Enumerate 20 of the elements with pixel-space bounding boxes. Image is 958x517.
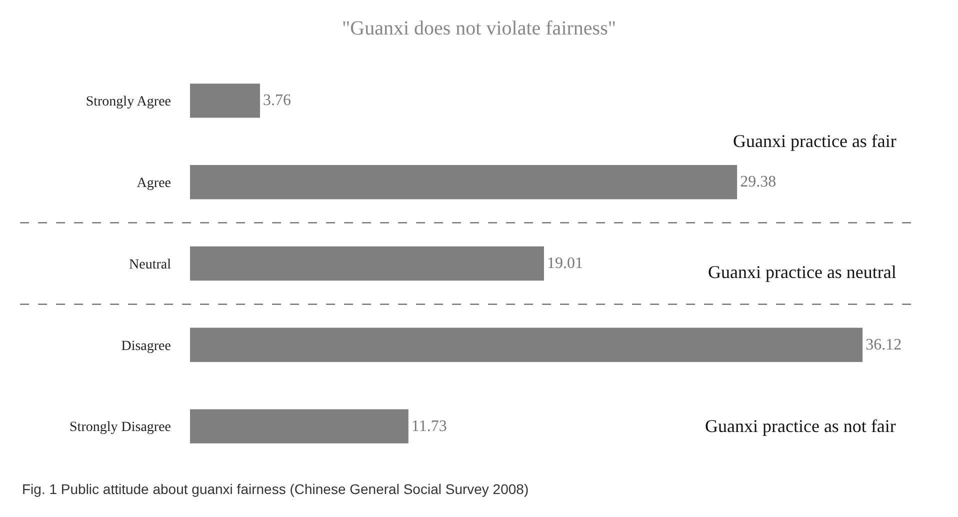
caption: Fig. 1 Public attitude about guanxi fairness (Chinese General Social Survey 2008) — [22, 481, 529, 497]
y-tick-label: Neutral — [129, 257, 172, 272]
bar — [190, 246, 544, 281]
y-tick-label: Agree — [136, 176, 171, 191]
bar — [190, 409, 408, 444]
y-tick-label: Disagree — [121, 338, 171, 354]
annotation: Guanxi practice as not fair — [705, 416, 896, 436]
y-tick-label: Strongly Disagree — [70, 420, 171, 436]
y-tick-label: Strongly Agree — [86, 94, 171, 110]
annotation: Guanxi practice as fair — [733, 131, 896, 151]
annotation: Guanxi practice as neutral — [708, 262, 896, 282]
bar — [190, 165, 738, 200]
data-label: 36.12 — [866, 336, 902, 354]
data-label: 11.73 — [411, 418, 447, 435]
data-label: 3.76 — [263, 92, 292, 110]
data-label: 29.38 — [740, 174, 776, 191]
chart-title: "Guanxi does not violate fairness" — [342, 18, 616, 40]
bar — [190, 84, 260, 118]
data-label: 19.01 — [546, 255, 583, 272]
bar — [190, 328, 863, 362]
